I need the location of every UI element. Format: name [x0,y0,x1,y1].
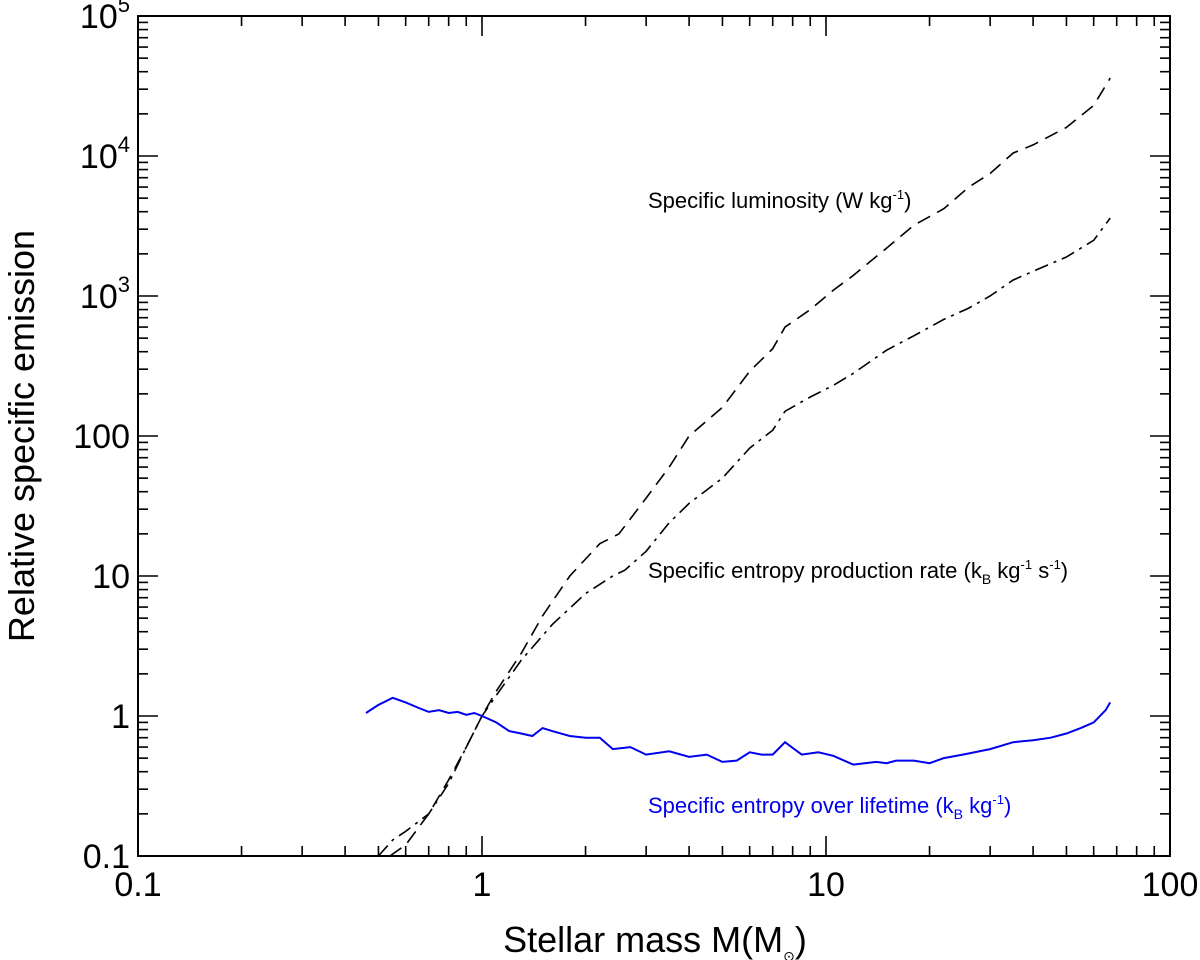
y-tick-label: 104 [80,132,130,176]
series-annotations: Specific luminosity (W kg-1) Specific ent… [648,187,1068,822]
y-tick-label: 103 [80,272,130,316]
y-axis-title: Relative specific emission [1,230,42,642]
x-tick-label: 1 [473,866,492,904]
axis-ticks: 0.1 1 10 100 0.1 1 10 100 103 104 105 [73,0,1198,904]
x-tick-label: 10 [807,866,845,904]
y-tick-label: 10 [92,558,130,596]
entropy-rate-annotation: Specific entropy production rate (kB kg-… [648,557,1068,587]
plot-frame [137,15,1171,857]
axes-frame [137,15,1171,857]
y-tick-label: 100 [73,418,130,456]
y-tick-label: 105 [80,0,130,36]
luminosity-annotation: Specific luminosity (W kg-1) [648,187,911,213]
y-tick-label: 0.1 [83,838,130,876]
y-tick-label: 1 [111,698,130,736]
entropy-lifetime-annotation: Specific entropy over lifetime (kB kg-1) [648,792,1011,822]
x-tick-label: 100 [1142,866,1199,904]
x-axis-title: Stellar mass M(M⊙) [503,919,807,960]
x-tick-label: 0.1 [114,866,161,904]
series-lines [365,77,1112,856]
entropy-lifetime-line [365,696,1112,766]
entropy-rate-line [377,217,1111,856]
